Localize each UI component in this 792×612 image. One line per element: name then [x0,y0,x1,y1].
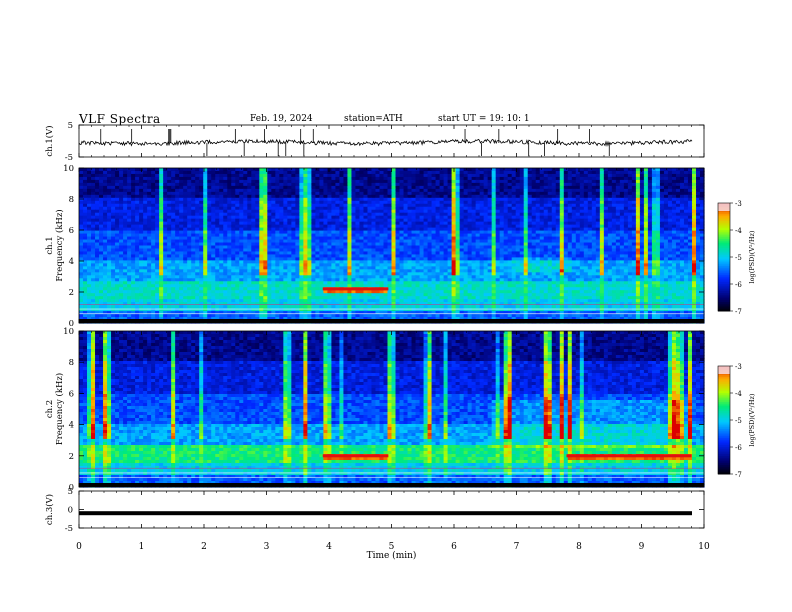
ch2-colorbar [717,365,731,475]
ch1-enhanced-band-0 [322,287,389,291]
ch1-colorbar-tick: -4 [735,227,742,235]
xtick-label: 0 [76,542,82,552]
ch1-colorbar-tick: -7 [735,308,742,316]
ch1-colorbar-tick: -3 [735,200,742,208]
xtick-label: 10 [698,542,710,552]
ch2-colorbar-tick: -6 [735,444,742,452]
ch1-colorbar-label: log(PSD)(V²/Hz) [748,230,756,283]
ch2-ylabel-channel: ch.2 [45,400,55,418]
ch1-ylabel-channel: ch.1 [45,236,55,254]
ch1-colorbar [717,202,731,312]
ch2-ytick-label: 10 [63,327,74,337]
ch1-spectrogram-image [79,168,705,324]
xtick-label: 3 [264,542,270,552]
ch2-enhanced-band-1 [566,454,692,458]
xtick-label: 2 [201,542,207,552]
chart-title: VLF Spectra [79,112,161,126]
xtick-label: 1 [139,542,145,552]
ch2-colorbar-label: log(PSD)(V²/Hz) [748,393,756,446]
ch2-colorbar-tick: -5 [735,417,742,425]
xtick-label: 6 [451,542,457,552]
ch1-waveform-ylabel: ch.1(V) [44,125,55,156]
ch2-enhanced-band-0 [322,454,389,458]
ch1-ytick-label: 6 [69,226,74,236]
ch3-waveform-frame [78,490,705,529]
ch2-ytick-label: 2 [69,452,74,462]
ch1-waveform-ytick-label: 5 [68,121,73,131]
ch2-ytick-label: 6 [69,389,74,399]
ch3-waveform-ytick-label: 5 [68,487,73,497]
start-time-label: start UT = 19: 10: 1 [438,114,530,124]
ch2-colorbar-tick: -4 [735,390,742,398]
xtick-label: 4 [326,542,332,552]
ch1-ytick-label: 4 [69,257,74,267]
ch2-colorbar-tick: -7 [735,471,742,479]
ch1-colorbar-tick: -6 [735,281,742,289]
ch3-waveform-ytick-label: 0 [68,506,73,516]
xaxis-title: Time (min) [367,550,417,561]
ch1-waveform-ytick-label: -5 [65,153,73,163]
ch2-ytick-label: 0 [69,483,74,493]
ch2-colorbar-tick: -3 [735,363,742,371]
ch1-ylabel-frequency: Frequency (kHz) [54,209,65,281]
xtick-label: 7 [514,542,520,552]
ch2-ylabel-frequency: Frequency (kHz) [54,373,65,445]
ch1-ytick-label: 2 [69,288,74,298]
ch3-waveform-line [79,511,692,516]
xtick-label: 9 [639,542,645,552]
ch1-colorbar-tick: -5 [735,254,742,262]
ch3-waveform-ytick-label: -5 [65,524,73,534]
xtick-label: 8 [576,542,582,552]
date-label: Feb. 19, 2024 [250,114,313,124]
ch1-ytick-label: 0 [69,319,74,329]
ch1-waveform-line [78,138,693,147]
xtick-label: 5 [389,542,395,552]
ch3-waveform-ylabel: ch.3(V) [44,494,55,525]
station-label: station=ATH [344,114,403,124]
ch1-ytick-label: 10 [63,164,74,174]
ch2-ytick-label: 4 [69,421,74,431]
ch2-ytick-label: 8 [69,358,74,368]
ch2-spectrogram-image [79,331,705,488]
ch1-waveform-frame [78,124,705,158]
ch1-ytick-label: 8 [69,195,74,205]
